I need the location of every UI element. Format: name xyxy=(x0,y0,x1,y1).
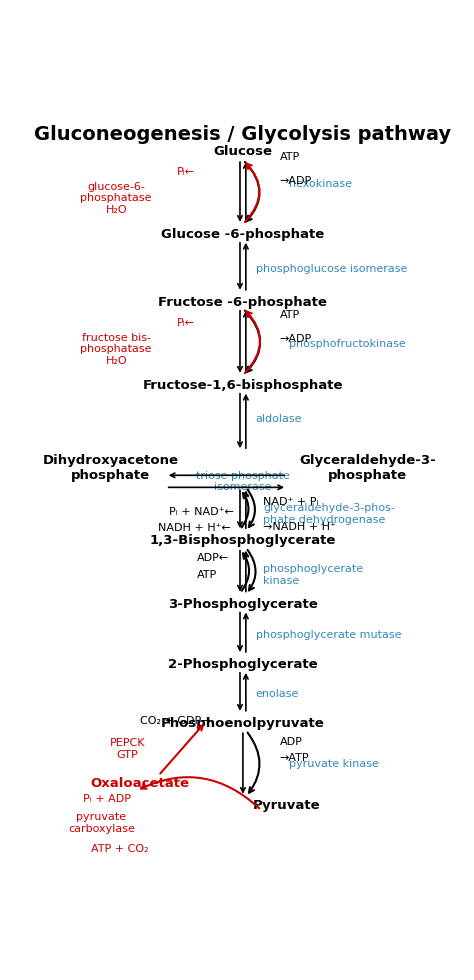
Text: Pᵢ + ADP: Pᵢ + ADP xyxy=(83,794,131,804)
Text: phosphoglycerate mutase: phosphoglycerate mutase xyxy=(256,629,401,640)
Text: ATP: ATP xyxy=(280,152,300,162)
Text: enolase: enolase xyxy=(256,689,299,699)
Text: Oxaloacetate: Oxaloacetate xyxy=(91,777,190,790)
Text: pyruvate
carboxylase: pyruvate carboxylase xyxy=(68,812,135,834)
Text: pyruvate kinase: pyruvate kinase xyxy=(289,760,379,769)
Text: Fructose-1,6-bisphosphate: Fructose-1,6-bisphosphate xyxy=(143,379,343,392)
Text: NAD⁺ + Pᵢ: NAD⁺ + Pᵢ xyxy=(263,498,319,508)
Text: phosphoglucose isomerase: phosphoglucose isomerase xyxy=(256,264,407,273)
Text: phosphofructokinase: phosphofructokinase xyxy=(289,339,406,349)
Text: ATP + CO₂: ATP + CO₂ xyxy=(91,844,149,854)
Text: 1,3-Bisphosphoglycerate: 1,3-Bisphosphoglycerate xyxy=(150,534,336,547)
Text: Pᵢ←: Pᵢ← xyxy=(177,318,195,328)
Text: glucose-6-
phosphatase
H₂O: glucose-6- phosphatase H₂O xyxy=(81,181,152,215)
Text: hexokinase: hexokinase xyxy=(289,179,352,189)
Text: fructose bis-
phosphatase
H₂O: fructose bis- phosphatase H₂O xyxy=(81,332,152,366)
Text: Dihydroxyacetone
phosphate: Dihydroxyacetone phosphate xyxy=(43,455,179,482)
Text: phosphoglycerate
kinase: phosphoglycerate kinase xyxy=(263,564,363,586)
Text: glyceraldehyde-3-phos-
phate dehydrogenase: glyceraldehyde-3-phos- phate dehydrogena… xyxy=(263,503,395,524)
Text: →ADP: →ADP xyxy=(280,334,312,344)
Text: ATP: ATP xyxy=(197,570,217,580)
Text: CO₂ + GDP→: CO₂ + GDP→ xyxy=(140,716,210,726)
Text: Fructose -6-phosphate: Fructose -6-phosphate xyxy=(158,296,328,309)
Text: →ADP: →ADP xyxy=(280,176,312,186)
Text: Gluconeogenesis / Glycolysis pathway: Gluconeogenesis / Glycolysis pathway xyxy=(34,125,452,144)
Text: Glucose: Glucose xyxy=(213,145,273,158)
Text: NADH + H⁺←: NADH + H⁺← xyxy=(158,523,231,533)
Text: triose phosphate
isomerase: triose phosphate isomerase xyxy=(196,470,290,492)
Text: Phosphoenolpyruvate: Phosphoenolpyruvate xyxy=(161,717,325,730)
Text: Pᵢ←: Pᵢ← xyxy=(177,167,195,177)
Text: ADP: ADP xyxy=(280,737,302,747)
Text: ATP: ATP xyxy=(280,311,300,320)
Text: aldolase: aldolase xyxy=(256,415,302,424)
Text: Pᵢ + NAD⁺←: Pᵢ + NAD⁺← xyxy=(169,507,234,516)
Text: 2-Phosphoglycerate: 2-Phosphoglycerate xyxy=(168,659,318,671)
Text: ADP←: ADP← xyxy=(197,554,229,563)
Text: 3-Phosphoglycerate: 3-Phosphoglycerate xyxy=(168,598,318,611)
Text: PEPCK
GTP: PEPCK GTP xyxy=(109,738,145,760)
Text: Glucose -6-phosphate: Glucose -6-phosphate xyxy=(161,228,325,241)
Text: Glyceraldehyde-3-
phosphate: Glyceraldehyde-3- phosphate xyxy=(300,455,436,482)
Text: →ATP: →ATP xyxy=(280,753,309,762)
Text: →NADH + H⁺: →NADH + H⁺ xyxy=(263,521,336,531)
Text: Pyruvate: Pyruvate xyxy=(253,800,321,812)
